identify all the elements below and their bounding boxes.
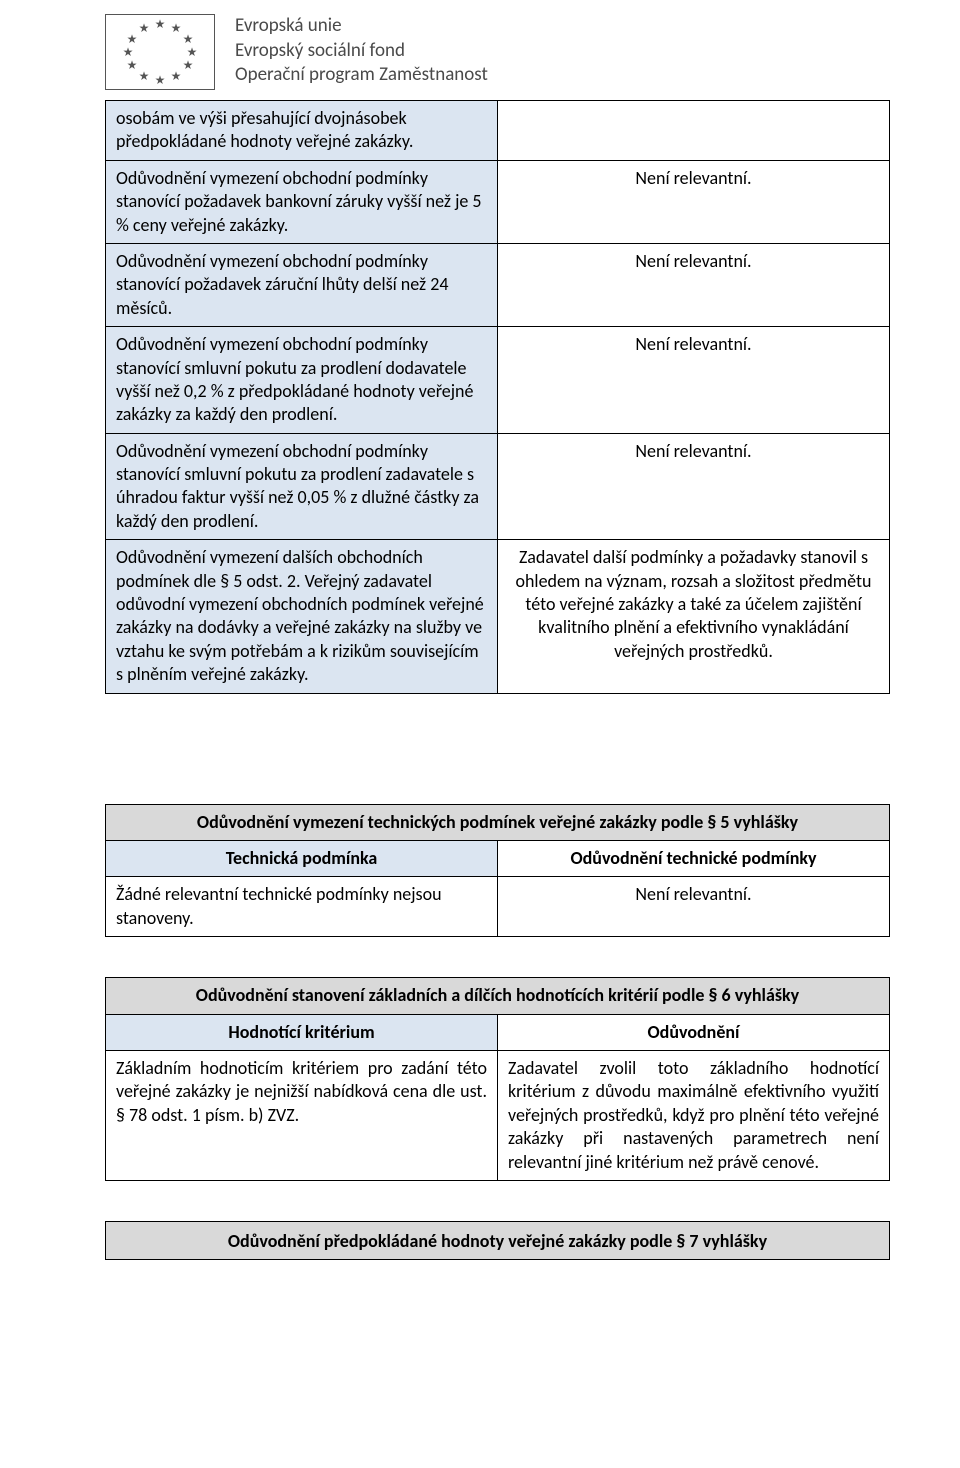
business-conditions-table: osobám ve výši přesahující dvojnásobek p… (105, 100, 890, 694)
eu-flag-icon: ★ ★ ★ ★ ★ ★ ★ ★ ★ ★ ★ ★ (105, 14, 215, 90)
section-title-row: Odůvodnění předpokládané hodnoty veřejné… (106, 1221, 890, 1259)
table-row: Odůvodnění vymezení obchodní podmínky st… (106, 433, 890, 540)
column-header-left: Hodnotící kritérium (106, 1014, 498, 1050)
technical-conditions-table: Odůvodnění vymezení technických podmínek… (105, 804, 890, 938)
section-title: Odůvodnění stanovení základních a dílčíc… (106, 978, 890, 1014)
header-row: Hodnotící kritérium Odůvodnění (106, 1014, 890, 1050)
section-title-row: Odůvodnění vymezení technických podmínek… (106, 804, 890, 840)
condition-cell: Odůvodnění vymezení dalších obchodních p… (106, 540, 498, 693)
justification-cell: Není relevantní. (498, 243, 890, 326)
criterion-justification-cell: Zadavatel zvolil toto základního hodnotí… (498, 1050, 890, 1180)
header-row: Technická podmínka Odůvodnění technické … (106, 840, 890, 876)
table-row: Odůvodnění vymezení obchodní podmínky st… (106, 160, 890, 243)
estimated-value-table: Odůvodnění předpokládané hodnoty veřejné… (105, 1221, 890, 1260)
header-line-3: Operační program Zaměstnanost (235, 63, 488, 88)
table-row: Odůvodnění vymezení obchodní podmínky st… (106, 327, 890, 434)
condition-cell: osobám ve výši přesahující dvojnásobek p… (106, 101, 498, 161)
table-row: Základním hodnoticím kritériem pro zadán… (106, 1050, 890, 1180)
section-title-row: Odůvodnění stanovení základních a dílčíc… (106, 978, 890, 1014)
justification-cell (498, 101, 890, 161)
technical-condition-cell: Žádné relevantní technické podmínky nejs… (106, 877, 498, 937)
condition-cell: Odůvodnění vymezení obchodní podmínky st… (106, 243, 498, 326)
column-header-left: Technická podmínka (106, 840, 498, 876)
justification-cell: Není relevantní. (498, 433, 890, 540)
technical-justification-cell: Není relevantní. (498, 877, 890, 937)
table-row: Odůvodnění vymezení dalších obchodních p… (106, 540, 890, 693)
table-row: Žádné relevantní technické podmínky nejs… (106, 877, 890, 937)
justification-cell: Není relevantní. (498, 327, 890, 434)
condition-cell: Odůvodnění vymezení obchodní podmínky st… (106, 327, 498, 434)
column-header-right: Odůvodnění (498, 1014, 890, 1050)
justification-cell: Zadavatel další podmínky a požadavky sta… (498, 540, 890, 693)
eu-header: ★ ★ ★ ★ ★ ★ ★ ★ ★ ★ ★ ★ Evropská unie Ev… (105, 14, 890, 90)
eu-header-text: Evropská unie Evropský sociální fond Ope… (235, 14, 488, 88)
justification-cell: Není relevantní. (498, 160, 890, 243)
condition-cell: Odůvodnění vymezení obchodní podmínky st… (106, 433, 498, 540)
criterion-cell: Základním hodnoticím kritériem pro zadán… (106, 1050, 498, 1180)
evaluation-criteria-table: Odůvodnění stanovení základních a dílčíc… (105, 977, 890, 1181)
condition-cell: Odůvodnění vymezení obchodní podmínky st… (106, 160, 498, 243)
header-line-2: Evropský sociální fond (235, 39, 488, 64)
table-row: Odůvodnění vymezení obchodní podmínky st… (106, 243, 890, 326)
section-title: Odůvodnění předpokládané hodnoty veřejné… (106, 1221, 890, 1259)
table-row: osobám ve výši přesahující dvojnásobek p… (106, 101, 890, 161)
column-header-right: Odůvodnění technické podmínky (498, 840, 890, 876)
header-line-1: Evropská unie (235, 14, 488, 39)
section-title: Odůvodnění vymezení technických podmínek… (106, 804, 890, 840)
